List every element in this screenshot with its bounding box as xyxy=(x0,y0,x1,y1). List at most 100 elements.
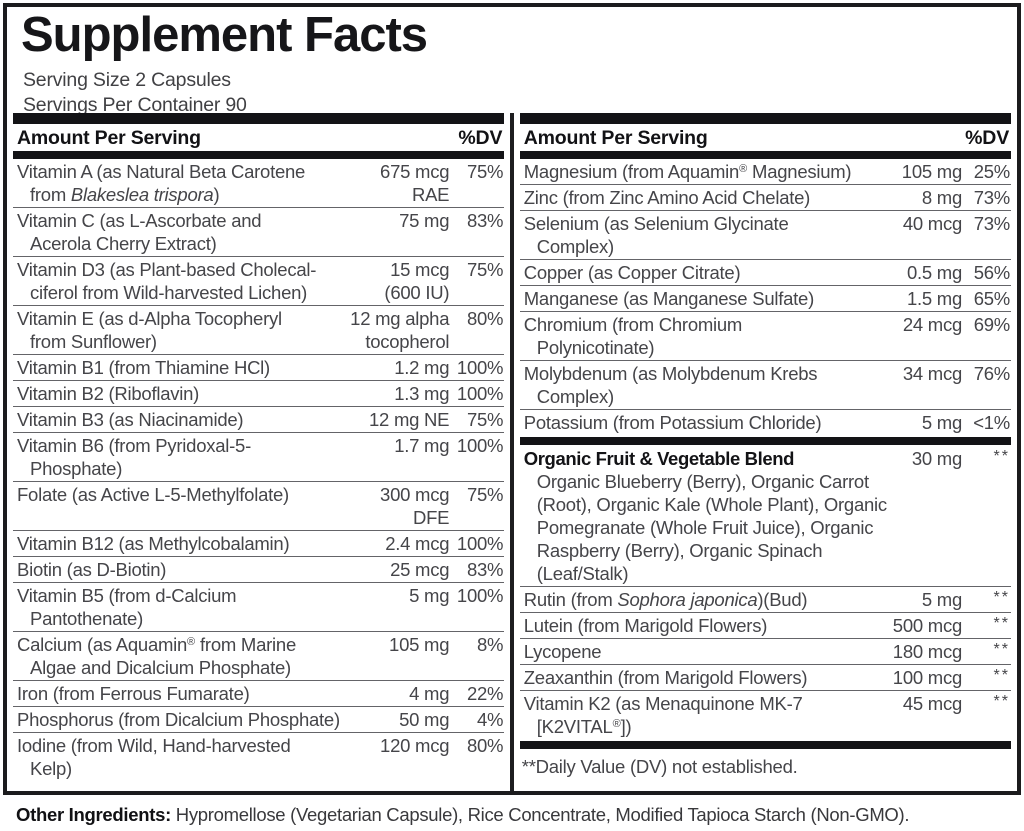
table-row: Vitamin C (as L-Ascorbate and Acerola Che… xyxy=(13,207,505,256)
servings-per-container: Servings Per Container 90 xyxy=(23,94,247,116)
panel-title: Supplement Facts xyxy=(21,8,428,62)
ingredient-dv: 75% xyxy=(466,161,504,182)
table-row: Copper (as Copper Citrate) 0.5 mg 56% xyxy=(519,259,1011,285)
amount-per-serving-label: Amount Per Serving xyxy=(523,127,708,149)
ingredient-name: Vitamin A (as Natural Beta Carotene from … xyxy=(17,161,306,205)
ingredient-name: Vitamin B2 (Riboflavin) xyxy=(17,383,200,404)
ingredient-dv: ** xyxy=(993,667,1010,684)
ingredient-amount: 500 mcg xyxy=(892,615,962,636)
ingredient-amount: 45 mcg xyxy=(902,693,962,714)
ingredient-name: Zinc (from Zinc Amino Acid Chelate) xyxy=(523,187,811,208)
ingredient-dv: 100% xyxy=(456,357,504,378)
ingredient-name: Vitamin E (as d-Alpha Tocopheryl from Sun… xyxy=(17,308,282,352)
header-bar-top xyxy=(13,113,505,124)
ingredient-amount: 5 mg xyxy=(921,412,962,433)
ingredient-dv: ** xyxy=(993,693,1010,710)
dv-footnote: **Daily Value (DV) not established. xyxy=(521,756,798,777)
blend-ingredients-note: Organic Blueberry (Berry), Organic Carro… xyxy=(536,471,887,584)
table-row: Vitamin B1 (from Thiamine HCl) 1.2 mg 100% xyxy=(13,354,505,380)
ingredient-dv: 76% xyxy=(973,363,1011,384)
ingredient-dv: 69% xyxy=(973,314,1011,335)
table-row: Molybdenum (as Molybdenum Krebs Complex) 3… xyxy=(519,360,1011,409)
ingredient-dv: 73% xyxy=(973,187,1011,208)
table-row: Lycopene 180 mcg ** xyxy=(519,638,1011,664)
header-bar-bottom xyxy=(519,151,1011,159)
header-bar-bottom xyxy=(13,151,505,159)
other-ingredients: Other Ingredients: Hypromellose (Vegetar… xyxy=(16,804,910,826)
percent-dv-label: %DV xyxy=(458,127,503,149)
ingredient-name: Calcium (as Aquamin® from Marine Algae an… xyxy=(17,634,296,678)
ingredient-dv: 25% xyxy=(973,161,1011,182)
ingredient-dv: ** xyxy=(993,448,1010,465)
facts-columns: Amount Per Serving %DV Vitamin A (as Nat… xyxy=(7,113,1017,791)
table-row: Vitamin E (as d-Alpha Tocopheryl from Sun… xyxy=(13,305,505,354)
ingredient-name: Selenium (as Selenium Glycinate Complex) xyxy=(523,213,789,257)
serving-size: Serving Size 2 Capsules xyxy=(23,69,231,91)
table-row: Zeaxanthin (from Marigold Flowers) 100 mc… xyxy=(519,664,1011,690)
ingredient-amount: 5 mg xyxy=(921,589,962,610)
table-row: Iodine (from Wild, Hand-harvested Kelp) 12… xyxy=(13,732,505,781)
ingredient-name: Lutein (from Marigold Flowers) xyxy=(523,615,768,636)
ingredient-name: Iodine (from Wild, Hand-harvested Kelp) xyxy=(17,735,291,779)
ingredient-dv: 100% xyxy=(456,585,504,606)
ingredient-name: Chromium (from Chromium Polynicotinate) xyxy=(523,314,743,358)
ingredient-amount: 15 mcg (600 IU) xyxy=(384,259,450,303)
ingredient-dv: ** xyxy=(993,615,1010,632)
ingredient-amount: 1.5 mg xyxy=(906,288,962,309)
rows-left: Vitamin A (as Natural Beta Carotene from … xyxy=(13,159,505,781)
ingredient-dv: 100% xyxy=(456,533,504,554)
ingredient-dv: 80% xyxy=(466,735,504,756)
table-row: Vitamin A (as Natural Beta Carotene from … xyxy=(13,159,504,207)
table-row: Vitamin B12 (as Methylcobalamin) 2.4 mcg 1… xyxy=(13,530,505,556)
section-divider-bar xyxy=(519,437,1011,445)
column-divider xyxy=(510,113,514,791)
ingredient-name: Manganese (as Manganese Sulfate) xyxy=(523,288,815,309)
ingredient-dv: 100% xyxy=(456,435,504,456)
table-row: Vitamin B3 (as Niacinamide) 12 mg NE 75% xyxy=(13,406,505,432)
ingredient-name: Phosphorus (from Dicalcium Phosphate) xyxy=(17,709,340,730)
ingredient-amount: 5 mg xyxy=(409,585,450,606)
ingredient-amount: 75 mg xyxy=(399,210,450,231)
table-row: Biotin (as D-Biotin) 25 mcg 83% xyxy=(13,556,505,582)
ingredient-name: Folate (as Active L-5-Methylfolate) xyxy=(17,484,289,505)
table-row: Vitamin K2 (as Menaquinone MK-7 [K2VITAL®… xyxy=(519,690,1011,739)
ingredient-amount: 180 mcg xyxy=(892,641,962,662)
ingredient-amount: 0.5 mg xyxy=(906,262,962,283)
rows-right: Magnesium (from Aquamin® Magnesium) 105 m… xyxy=(519,159,1011,780)
ingredient-amount: 8 mg xyxy=(921,187,962,208)
ingredient-amount: 120 mcg xyxy=(380,735,450,756)
ingredient-name: Vitamin B1 (from Thiamine HCl) xyxy=(17,357,270,378)
table-row: Magnesium (from Aquamin® Magnesium) 105 m… xyxy=(520,159,1011,184)
other-ingredients-label: Other Ingredients: xyxy=(16,804,171,825)
column-left: Amount Per Serving %DV Vitamin A (as Nat… xyxy=(7,113,510,791)
ingredient-dv: 4% xyxy=(477,709,504,730)
ingredient-amount: 675 mcg RAE xyxy=(380,161,450,205)
table-row: Lutein (from Marigold Flowers) 500 mcg ** xyxy=(519,612,1011,638)
table-row: Calcium (as Aquamin® from Marine Algae an… xyxy=(13,631,505,680)
ingredient-name: Molybdenum (as Molybdenum Krebs Complex) xyxy=(523,363,818,407)
ingredient-dv: ** xyxy=(993,589,1010,606)
ingredient-amount: 1.3 mg xyxy=(394,383,450,404)
ingredient-name: Rutin (from Sophora japonica)(Bud) xyxy=(523,589,808,610)
ingredient-name: Vitamin D3 (as Plant-based Cholecal-cife… xyxy=(17,259,317,303)
ingredient-name: Organic Fruit & Vegetable Blend xyxy=(523,448,795,469)
table-row: Zinc (from Zinc Amino Acid Chelate) 8 mg 7… xyxy=(519,184,1011,210)
ingredient-name: Zeaxanthin (from Marigold Flowers) xyxy=(523,667,808,688)
ingredient-dv: 80% xyxy=(466,308,504,329)
header-bar-top xyxy=(519,113,1011,124)
ingredient-name: Potassium (from Potassium Chloride) xyxy=(523,412,822,433)
ingredient-dv: 56% xyxy=(973,262,1011,283)
ingredient-amount: 34 mcg xyxy=(902,363,962,384)
table-row: Chromium (from Chromium Polynicotinate) 24… xyxy=(519,311,1011,360)
column-header: Amount Per Serving %DV xyxy=(13,124,504,151)
table-row: Phosphorus (from Dicalcium Phosphate) 50 … xyxy=(13,706,505,732)
ingredient-dv: 73% xyxy=(973,213,1011,234)
table-row: Organic Fruit & Vegetable Blend 30 mg ** Or… xyxy=(520,446,1011,586)
ingredient-amount: 12 mg alpha tocopherol xyxy=(350,308,450,352)
ingredient-dv: 83% xyxy=(466,210,504,231)
column-header: Amount Per Serving %DV xyxy=(520,124,1011,151)
ingredient-amount: 50 mg xyxy=(399,709,450,730)
ingredient-amount: 100 mcg xyxy=(892,667,962,688)
ingredient-dv: 22% xyxy=(466,683,504,704)
ingredient-amount: 25 mcg xyxy=(390,559,450,580)
